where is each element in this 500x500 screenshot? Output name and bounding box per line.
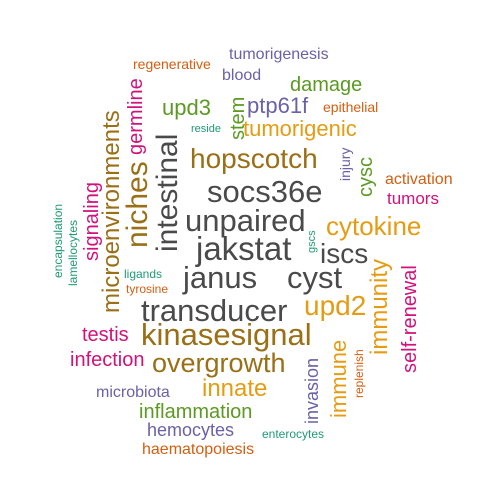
word-upd3: upd3 [162, 95, 211, 120]
word-intestinal: intestinal [151, 133, 184, 252]
word-ptp61f: ptp61f [247, 93, 309, 118]
word-transducer: transducer [141, 293, 288, 328]
word-hopscotch: hopscotch [190, 143, 318, 174]
word-testis: testis [82, 324, 129, 346]
word-upd2: upd2 [304, 290, 367, 321]
word-overgrowth: overgrowth [152, 348, 286, 378]
word-tumorigenesis: tumorigenesis [229, 46, 329, 63]
word-cyst: cyst [287, 260, 343, 295]
word-microbiota: microbiota [96, 384, 170, 401]
word-cysc: cysc [355, 157, 377, 197]
word-kinasesignal: kinasesignal [141, 317, 312, 352]
word-self-renewal: self-renewal [399, 265, 421, 373]
word-germline: germline [125, 78, 147, 155]
word-blood: blood [222, 67, 262, 84]
word-regenerative: regenerative [133, 56, 211, 72]
word-encapsulation: encapsulation [51, 203, 65, 278]
word-innate: innate [202, 375, 268, 402]
word-niches: niches [121, 161, 154, 248]
word-enterocytes: enterocytes [262, 427, 325, 441]
word-tumorigenic: tumorigenic [243, 116, 357, 141]
word-janus: janus [183, 260, 258, 295]
word-infection: infection [70, 349, 145, 371]
word-gscs: gscs [306, 230, 318, 253]
word-epithelial: epithelial [323, 99, 379, 115]
word-damage: damage [290, 74, 363, 96]
word-ligands: ligands [124, 267, 163, 281]
word-immunity: immunity [366, 258, 393, 355]
word-hemocytes: hemocytes [147, 420, 235, 440]
word-socs36e: socs36e [207, 174, 323, 209]
word-tumors: tumors [387, 189, 439, 208]
word-tyrosine: tyrosine [126, 282, 169, 296]
word-immune: immune [326, 339, 351, 418]
word-activation: activation [385, 171, 453, 188]
word-invasion: invasion [302, 357, 322, 424]
word-signaling: signaling [81, 182, 103, 261]
word-jakstat: jakstat [196, 230, 292, 267]
word-lamellocytes: lamellocytes [66, 219, 80, 286]
word-reside: reside [191, 123, 221, 135]
word-iscs: iscs [320, 238, 369, 269]
word-cytokine: cytokine [326, 211, 422, 241]
word-haematopoiesis: haematopoiesis [142, 441, 255, 458]
word-replenish: replenish [352, 349, 366, 398]
word-inflammation: inflammation [139, 401, 253, 423]
word-injury: injury [337, 147, 353, 181]
word-unpaired: unpaired [185, 203, 306, 238]
